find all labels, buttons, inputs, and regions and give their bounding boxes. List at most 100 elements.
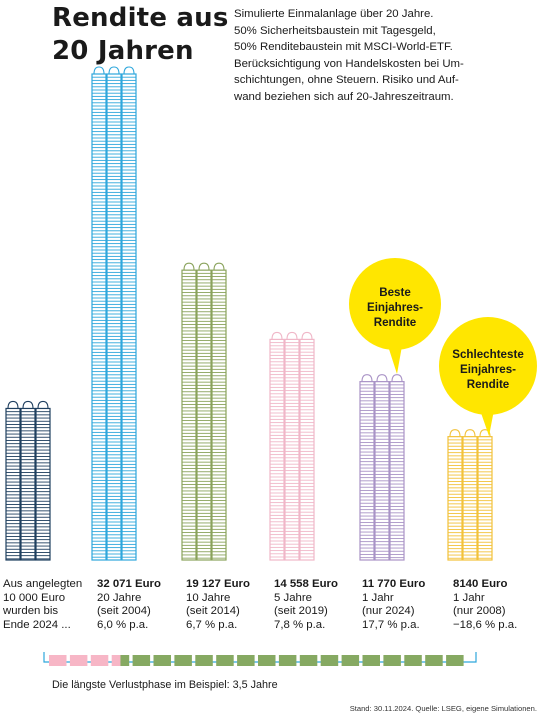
bar-label-5y: 14 558 Euro 5 Jahre (seit 2019) 7,8 % p.…: [274, 578, 338, 632]
bar-label-2024-line-3: 17,7 % p.a.: [362, 618, 420, 631]
intro-line-2: 50% Sicherheitsbaustein mit Tagesgeld,: [234, 24, 436, 37]
bubble-worst: [439, 317, 537, 436]
bar-3-column-2: [299, 338, 315, 561]
bar-label-2008: 8140 Euro 1 Jahr (nur 2008) −18,6 % p.a.: [453, 578, 517, 632]
timeline-gain-segment: [153, 655, 171, 666]
bar-5-column-0: [447, 436, 463, 561]
bar-3-column-0: [269, 338, 285, 561]
bubble-worst-line-1: Schlechteste: [452, 348, 524, 361]
bar-label-5y-line-2: (seit 2019): [274, 605, 328, 618]
start-label-line-4: Ende 2024 ...: [3, 618, 71, 631]
bubble-best-line-2: Einjahres-: [366, 301, 424, 314]
intro-line-4: Berücksichtigung von Handelskosten bei U…: [234, 57, 464, 70]
bar-5-tag: [479, 429, 491, 437]
bar-amount-10y: 19 127 Euro: [186, 578, 250, 590]
timeline-loss-segment: [90, 655, 109, 666]
intro-line-5: schichtungen, ohne Steuern. Risiko und A…: [234, 74, 459, 87]
timeline-gain-segment: [383, 655, 401, 666]
bubble-best-line-1: Beste: [379, 286, 411, 299]
bar-label-20y: 32 071 Euro 20 Jahre (seit 2004) 6,0 % p…: [97, 578, 161, 632]
timeline-gain-segment: [120, 655, 130, 666]
bar-label-20y-line-2: (seit 2004): [97, 605, 151, 618]
bar-label-5y-line-3: 7,8 % p.a.: [274, 618, 326, 631]
bar-0-tag: [37, 400, 49, 409]
timeline: [43, 652, 477, 666]
bar-label-2008-line-1: 1 Jahr: [453, 591, 485, 604]
bubble-worst-line-2: Einjahres-: [459, 363, 517, 376]
intro-line-3: 50% Renditebaustein mit MSCI-World-ETF.: [234, 41, 453, 54]
bubble-worst-circle: [439, 317, 537, 415]
timeline-gain-segment: [341, 655, 360, 666]
bar-label-10y-line-3: 6,7 % p.a.: [186, 618, 238, 631]
timeline-loss-segment: [111, 655, 121, 666]
bar-5: [447, 429, 493, 561]
bar-3-tag: [286, 331, 298, 340]
bar-label-10y-line-2: (seit 2014): [186, 605, 240, 618]
title-line-2: 20 Jahren: [52, 36, 194, 66]
timeline-loss-segment: [49, 655, 67, 666]
timeline-gain-segment: [404, 655, 422, 666]
start-label-line-1: Aus angelegten: [3, 578, 83, 590]
bar-4-tag: [376, 374, 388, 382]
bubble-text-worst: Schlechteste Einjahres- Rendite: [440, 347, 536, 392]
timeline-gain-segment: [195, 655, 213, 666]
timeline-gain-segment: [320, 655, 339, 666]
bar-0: [5, 400, 51, 561]
bar-amount-2008: 8140 Euro: [453, 578, 508, 590]
bar-amount-20y: 32 071 Euro: [97, 578, 161, 590]
timeline-loss-segment: [69, 655, 88, 666]
bubble-best-circle: [349, 258, 441, 350]
timeline-gain-segment: [174, 655, 192, 666]
bar-label-20y-line-1: 20 Jahre: [97, 591, 142, 604]
bar-label-start: Aus angelegten 10 000 Euro wurden bis En…: [3, 578, 82, 632]
page-title: Rendite aus 20 Jahren: [52, 2, 229, 68]
timeline-gain-segment: [446, 655, 464, 666]
bar-label-2024: 11 770 Euro 1 Jahr (nur 2024) 17,7 % p.a…: [362, 578, 425, 632]
timeline-gain-segment: [425, 655, 443, 666]
start-label-line-3: wurden bis: [3, 605, 59, 618]
bubble-best: [349, 258, 441, 374]
bar-1-tag: [108, 66, 120, 75]
bar-label-20y-line-3: 6,0 % p.a.: [97, 618, 149, 631]
bar-3-tag: [301, 331, 313, 340]
intro-line-1: Simulierte Einmalanlage über 20 Jahre.: [234, 8, 434, 20]
bar-label-2008-line-3: −18,6 % p.a.: [453, 618, 518, 631]
bubble-best-line-3: Rendite: [373, 316, 417, 329]
bubble-worst-tail: [480, 410, 494, 436]
bubble-worst-line-3: Rendite: [466, 378, 510, 391]
bar-4-tag: [391, 374, 403, 382]
bar-label-5y-line-1: 5 Jahre: [274, 591, 312, 604]
bar-0-tag: [22, 400, 34, 409]
bar-2-tag: [183, 262, 195, 271]
intro-text: Simulierte Einmalanlage über 20 Jahre. 5…: [234, 6, 534, 106]
bar-amount-2024: 11 770 Euro: [362, 578, 426, 590]
timeline-gain-segment: [132, 655, 151, 666]
source-note: Stand: 30.11.2024. Quelle: LSEG, eigene …: [349, 704, 537, 713]
title-line-1: Rendite aus: [52, 3, 229, 33]
bar-label-10y-line-1: 10 Jahre: [186, 591, 231, 604]
bar-label-2008-line-2: (nur 2008): [453, 605, 506, 618]
timeline-gain-segment: [237, 655, 255, 666]
bar-0-column-1: [20, 407, 36, 561]
bar-4: [359, 374, 405, 561]
timeline-caption: Die längste Verlustphase im Beispiel: 3,…: [52, 679, 278, 691]
bar-0-tag: [7, 400, 19, 409]
timeline-gain-segment: [299, 655, 318, 666]
bar-0-column-0: [5, 407, 21, 561]
bar-4-tag: [361, 374, 373, 382]
bar-label-10y: 19 127 Euro 10 Jahre (seit 2014) 6,7 % p…: [186, 578, 250, 632]
timeline-gain-segment: [362, 655, 380, 666]
timeline-gain-segment: [258, 655, 276, 666]
bar-3-column-1: [284, 338, 300, 561]
bar-3: [269, 331, 315, 561]
timeline-gain-segment: [216, 655, 234, 666]
bar-5-column-2: [477, 436, 493, 561]
bar-5-tag: [464, 429, 476, 437]
bar-2: [181, 262, 227, 561]
start-label-line-2: 10 000 Euro: [3, 591, 66, 604]
bubble-best-tail: [388, 346, 402, 374]
bar-0-column-2: [35, 407, 51, 561]
bar-1-tag: [93, 66, 105, 75]
bar-2-tag: [198, 262, 210, 271]
